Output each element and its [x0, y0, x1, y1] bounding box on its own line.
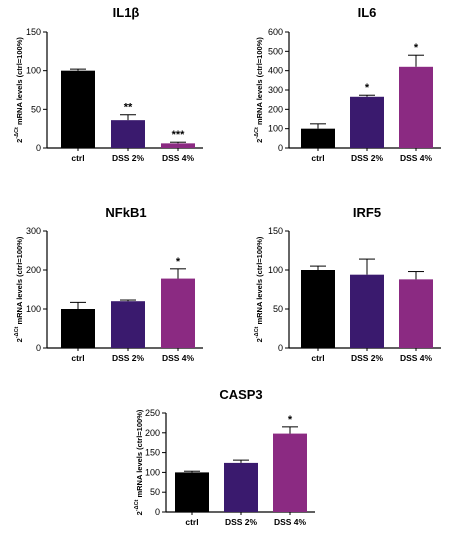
bar-dss-2- — [350, 96, 384, 148]
significance-mark: ** — [124, 102, 133, 114]
x-tick-label: DSS 4% — [400, 153, 433, 163]
chart-title: IRF5 — [353, 205, 381, 220]
bar-ctrl — [301, 270, 335, 348]
bar-dss-2- — [350, 274, 384, 348]
y-axis-label: 2-ΔCt mRNA levels (ctrl=100%) — [14, 236, 24, 342]
x-tick-label: ctrl — [185, 517, 198, 527]
x-tick-label: ctrl — [71, 153, 84, 163]
x-tick-label: DSS 2% — [112, 353, 145, 363]
y-tick-label: 0 — [278, 143, 283, 153]
y-tick-label: 600 — [268, 27, 283, 37]
y-axis-label: 2-ΔCt mRNA levels (ctrl=100%) — [254, 37, 264, 143]
y-tick-label: 150 — [145, 448, 160, 458]
chart-title: IL6 — [358, 5, 377, 20]
y-tick-label: 200 — [145, 428, 160, 438]
y-axis-label: 2-ΔCt mRNA levels (ctrl=100%) — [14, 37, 24, 143]
bar-dss-2- — [111, 120, 145, 148]
y-axis-label: 2-ΔCt mRNA levels (ctrl=100%) — [134, 409, 144, 515]
bar-dss-4- — [399, 279, 433, 348]
bar-dss-4- — [273, 433, 307, 512]
y-tick-label: 150 — [26, 27, 41, 37]
bar-ctrl — [301, 128, 335, 148]
x-tick-label: DSS 2% — [351, 353, 384, 363]
bar-dss-4- — [161, 143, 195, 148]
bar-dss-4- — [161, 278, 195, 348]
y-tick-label: 150 — [268, 226, 283, 236]
chart-panel-2: IL6 2-ΔCt mRNA levels (ctrl=100%) 0 100 200 3… — [254, 5, 441, 163]
y-tick-label: 300 — [268, 85, 283, 95]
y-tick-label: 100 — [268, 265, 283, 275]
y-tick-label: 0 — [278, 343, 283, 353]
chart-panel-5: CASP3 2-ΔCt mRNA levels (ctrl=100%) 0 50 100… — [134, 387, 315, 527]
bar-dss-4- — [399, 66, 433, 148]
chart-title: NFkB1 — [105, 205, 146, 220]
bar-ctrl — [175, 472, 209, 512]
y-tick-label: 0 — [36, 343, 41, 353]
y-tick-label: 300 — [26, 226, 41, 236]
x-tick-label: DSS 4% — [162, 153, 195, 163]
x-tick-label: DSS 2% — [112, 153, 145, 163]
y-tick-label: 100 — [26, 304, 41, 314]
chart-panel-4: IRF5 2-ΔCt mRNA levels (ctrl=100%) 0 50 100 1… — [254, 205, 441, 363]
y-tick-label: 100 — [145, 467, 160, 477]
y-tick-label: 200 — [26, 265, 41, 275]
chart-panel-1: IL1β 2-ΔCt mRNA levels (ctrl=100%) 0 50 100 1… — [14, 5, 203, 163]
y-tick-label: 100 — [268, 124, 283, 134]
x-tick-label: DSS 4% — [162, 353, 195, 363]
y-tick-label: 50 — [31, 104, 41, 114]
y-tick-label: 0 — [36, 143, 41, 153]
significance-mark: * — [288, 414, 293, 426]
x-tick-label: DSS 2% — [225, 517, 258, 527]
significance-mark: * — [365, 82, 370, 94]
significance-mark: * — [176, 256, 181, 268]
bar-ctrl — [61, 309, 95, 348]
y-axis-label: 2-ΔCt mRNA levels (ctrl=100%) — [254, 236, 264, 342]
x-tick-label: DSS 2% — [351, 153, 384, 163]
y-tick-label: 0 — [155, 507, 160, 517]
significance-mark: *** — [172, 129, 186, 141]
bar-ctrl — [61, 70, 95, 148]
y-tick-label: 400 — [268, 66, 283, 76]
x-tick-label: DSS 4% — [400, 353, 433, 363]
x-tick-label: ctrl — [311, 353, 324, 363]
chart-panel-3: NFkB1 2-ΔCt mRNA levels (ctrl=100%) 0 100 20… — [14, 205, 203, 363]
x-tick-label: ctrl — [311, 153, 324, 163]
bar-dss-2- — [111, 301, 145, 348]
y-tick-label: 250 — [145, 408, 160, 418]
y-tick-label: 50 — [150, 487, 160, 497]
x-tick-label: ctrl — [71, 353, 84, 363]
y-tick-label: 500 — [268, 46, 283, 56]
chart-title: IL1β — [113, 5, 140, 20]
bar-dss-2- — [224, 462, 258, 512]
y-tick-label: 50 — [273, 304, 283, 314]
chart-title: CASP3 — [219, 387, 262, 402]
y-tick-label: 200 — [268, 104, 283, 114]
x-tick-label: DSS 4% — [274, 517, 307, 527]
y-tick-label: 100 — [26, 66, 41, 76]
significance-mark: * — [414, 42, 419, 54]
